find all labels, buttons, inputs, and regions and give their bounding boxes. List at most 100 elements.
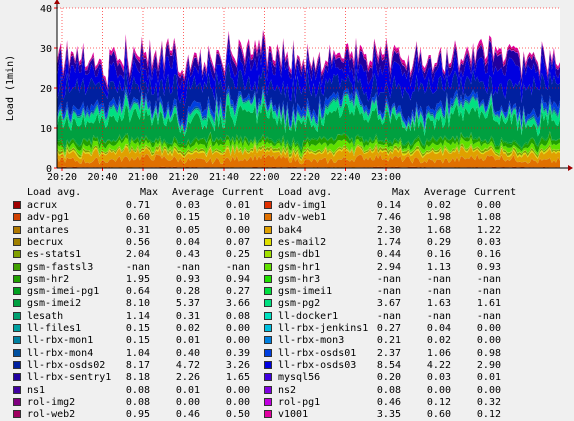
legend-row: ll-rbx-osds02 8.17 4.72 3.26 [13, 359, 263, 372]
legend-row: mysql56 0.20 0.03 0.01 [264, 371, 514, 384]
legend-header-name-right: Load avg. [278, 187, 333, 198]
legend-value-avg: 0.40 [175, 347, 200, 359]
legend-series-name: ll-rbx-mon4 [27, 347, 94, 359]
legend-value-avg: 1.13 [426, 261, 451, 273]
legend-series-name: gsm-hr1 [278, 261, 321, 273]
legend-value-avg: 0.04 [175, 236, 200, 248]
legend-row: gsm-fastsl3 -nan -nan -nan [13, 261, 263, 274]
legend-value-cur: 0.07 [225, 236, 250, 248]
legend-value-avg: 2.26 [175, 372, 200, 384]
y-tick-label: 30 [40, 44, 52, 55]
legend-swatch [13, 385, 21, 394]
legend-header-cur-right: Current [474, 187, 517, 198]
legend-swatch [264, 201, 272, 209]
legend-value-max: -nan [376, 310, 401, 322]
legend-swatch [264, 348, 272, 357]
legend-value-max: 8.54 [376, 359, 401, 371]
legend-value-cur: 2.90 [476, 359, 501, 371]
legend-value-max: 2.30 [376, 224, 401, 236]
legend-row: gsm-hr3 -nan -nan -nan [264, 273, 514, 286]
legend-value-max: 0.08 [376, 384, 401, 396]
area-adv-web1 [57, 153, 560, 168]
legend-row: rol-web2 0.95 0.46 0.50 [13, 408, 263, 421]
x-tick-label: 20:40 [87, 172, 117, 183]
legend-series-name: ll-rbx-mon3 [278, 335, 345, 347]
legend-value-max: 1.74 [376, 236, 401, 248]
y-tick-label: 40 [40, 4, 52, 15]
legend-value-cur: 0.00 [225, 384, 250, 396]
legend-series-name: ll-files1 [27, 323, 82, 334]
area-gsm-imei2 [57, 101, 560, 149]
legend-swatch [13, 410, 21, 419]
legend-value-max: 0.56 [125, 236, 150, 248]
legend-value-cur: 0.93 [476, 261, 501, 273]
legend-series-name: gsm-imei1 [278, 286, 333, 298]
legend-swatch [13, 373, 21, 382]
legend-value-avg: 0.05 [175, 224, 200, 236]
legend-swatch [264, 360, 272, 369]
legend-row: bak4 2.30 1.68 1.22 [264, 224, 514, 237]
legend-row: becrux 0.56 0.04 0.07 [13, 236, 263, 249]
legend-value-max: 2.94 [376, 261, 401, 273]
legend-value-max: 0.31 [125, 224, 150, 236]
area-rol-web2 [57, 31, 560, 89]
legend-value-avg: 1.06 [426, 347, 451, 359]
legend-value-max: 0.14 [376, 200, 401, 211]
y-tick-label: 0 [46, 164, 52, 175]
legend-row: ll-rbx-mon3 0.21 0.02 0.00 [264, 334, 514, 347]
legend-series-name: es-mail2 [278, 236, 327, 248]
legend-row: ll-rbx-osds01 2.37 1.06 0.98 [264, 347, 514, 360]
legend-value-max: 8.10 [125, 298, 150, 310]
legend-value-cur: 0.00 [225, 323, 250, 334]
x-tick-label: 21:00 [128, 172, 158, 183]
legend-value-cur: -nan [225, 261, 250, 273]
legend-swatch [264, 262, 272, 271]
legend-header-cur-left: Current [222, 187, 265, 198]
legend-value-cur: 0.39 [225, 347, 250, 359]
legend-series-name: gsm-imei-pg1 [27, 286, 100, 298]
legend-value-cur: 0.01 [476, 372, 501, 384]
legend-row: es-stats1 2.04 0.43 0.25 [13, 248, 263, 261]
legend-value-cur: 1.61 [476, 298, 501, 310]
legend-value-max: 1.04 [125, 347, 150, 359]
legend-swatch [13, 287, 21, 296]
legend-swatch [13, 397, 21, 406]
legend-swatch [264, 250, 272, 259]
legend-swatch [264, 311, 272, 320]
y-axis-arrow [54, 0, 60, 4]
legend-value-avg: -nan [426, 310, 451, 322]
legend-value-max: 8.17 [125, 359, 150, 371]
legend-series-name: acrux [27, 200, 58, 211]
area-rol-pg1 [57, 33, 560, 89]
legend-row: v1001 3.35 0.60 0.12 [264, 408, 514, 421]
legend-value-cur: 0.32 [476, 396, 501, 408]
area-gsm-pg2 [57, 92, 560, 137]
legend-value-avg: 0.46 [175, 409, 200, 421]
area-gsm-imei-pg1 [57, 131, 560, 151]
legend-value-max: -nan [376, 286, 401, 298]
legend-value-max: 1.14 [125, 310, 150, 322]
legend-value-cur: -nan [476, 286, 501, 298]
legend-swatch [13, 324, 21, 332]
y-tick-label: 20 [40, 84, 52, 95]
legend-value-max: 0.21 [376, 335, 401, 347]
legend-value-cur: 0.16 [476, 249, 501, 261]
legend-row: ll-rbx-osds03 8.54 4.22 2.90 [264, 359, 514, 372]
legend-row: gsm-hr2 1.95 0.93 0.94 [13, 273, 263, 286]
legend-swatch [264, 213, 272, 222]
legend-swatch [264, 287, 272, 296]
legend-value-cur: 0.98 [476, 347, 501, 359]
legend-value-cur: 0.50 [225, 409, 250, 421]
legend-row: ll-docker1 -nan -nan -nan [264, 310, 514, 323]
legend-series-name: mysql56 [278, 372, 321, 384]
area-ll-rbx-osds03 [57, 43, 560, 107]
legend-value-max: 8.18 [125, 372, 150, 384]
legend-value-cur: 1.65 [225, 372, 250, 384]
legend-value-avg: 0.29 [426, 236, 451, 248]
legend-value-cur: 0.00 [225, 396, 250, 408]
legend-swatch [264, 373, 272, 382]
legend-value-max: 0.95 [125, 409, 150, 421]
legend-value-cur: 0.10 [225, 212, 250, 224]
legend-series-name: ll-docker1 [278, 310, 339, 322]
legend-value-avg: 0.00 [426, 384, 451, 396]
